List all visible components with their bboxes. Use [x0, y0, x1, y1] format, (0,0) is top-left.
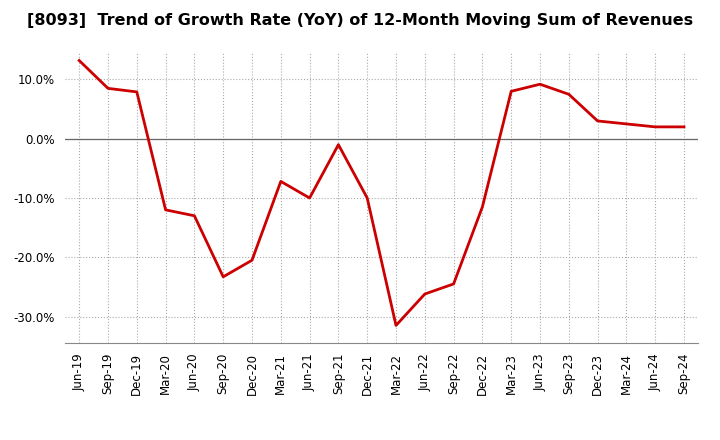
- Text: [8093]  Trend of Growth Rate (YoY) of 12-Month Moving Sum of Revenues: [8093] Trend of Growth Rate (YoY) of 12-…: [27, 13, 693, 28]
